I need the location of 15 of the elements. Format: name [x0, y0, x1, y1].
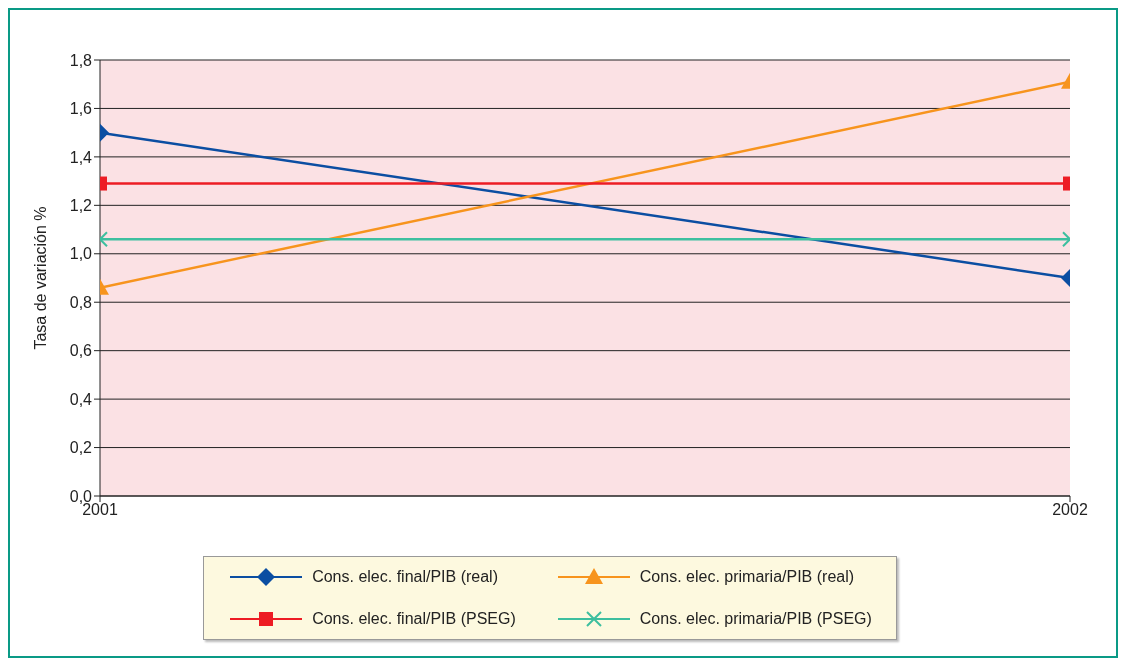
y-axis-title: Tasa de variación % [31, 206, 49, 350]
y-tick-label: 0,8 [69, 293, 93, 311]
x-tick-label: 2002 [1052, 501, 1088, 519]
y-tick-label: 0,4 [69, 390, 93, 408]
legend-label: Cons. elec. primaria/PIB (PSEG) [639, 610, 872, 628]
y-tick-label: 0,2 [69, 439, 93, 457]
y-tick-label: 1,6 [69, 100, 93, 118]
y-tick-label: 1,4 [69, 148, 93, 166]
y-tick-label: 1,0 [69, 245, 93, 263]
y-tick-label: 0,6 [69, 342, 93, 360]
legend-label: Cons. elec. final/PIB (PSEG) [312, 610, 516, 628]
legend-label: Cons. elec. final/PIB (real) [312, 568, 498, 586]
y-tick-label: 1,8 [69, 51, 93, 69]
y-tick-label: 1,2 [69, 197, 93, 215]
legend-label: Cons. elec. primaria/PIB (real) [639, 568, 855, 586]
